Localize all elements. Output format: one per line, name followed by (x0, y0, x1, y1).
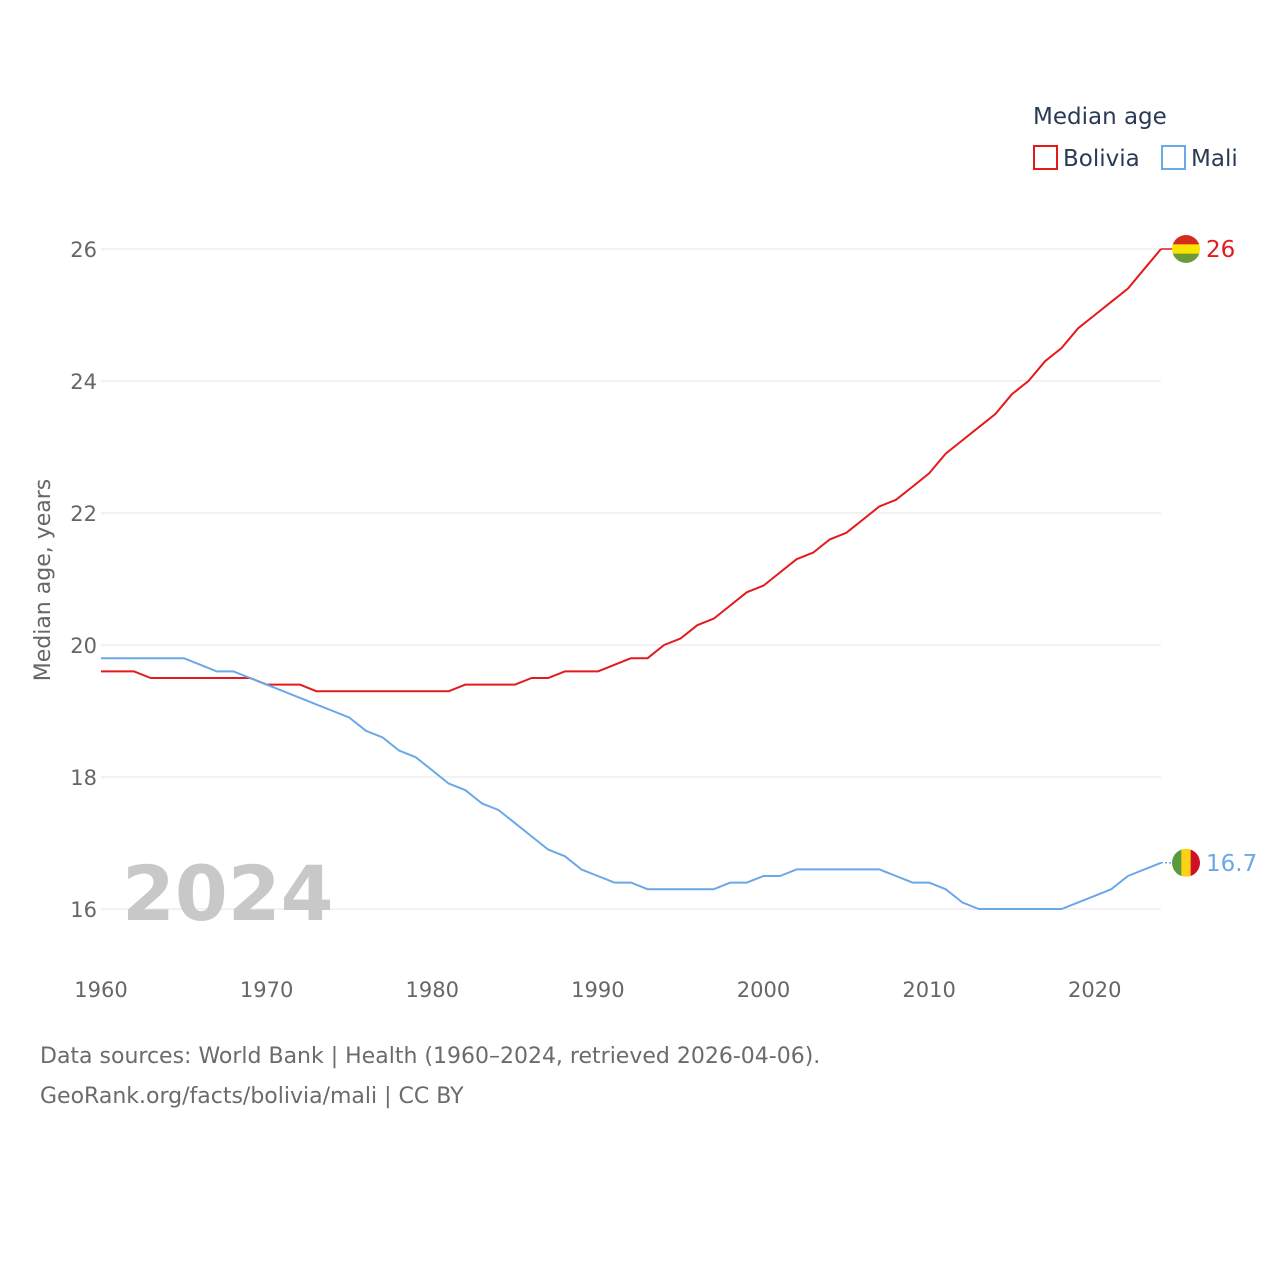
x-axis-ticks: 1960 1970 1980 1990 2000 2010 2020 (74, 978, 1121, 1002)
gridlines (101, 248, 1161, 910)
x-tick-label: 1960 (74, 978, 127, 1002)
source-text: Data sources: World Bank | Health (1960–… (40, 1044, 821, 1069)
legend-label-bolivia[interactable]: Bolivia (1063, 146, 1140, 172)
median-age-chart: 16 18 20 22 24 26 1960 1970 1980 1990 2000 2010 202… (31, 104, 1257, 1002)
series-lines (101, 248, 1162, 910)
x-tick-label: 2000 (737, 978, 790, 1002)
series-line-mali[interactable] (101, 657, 1162, 910)
y-tick-label: 22 (70, 502, 97, 526)
x-tick-label: 1970 (240, 978, 293, 1002)
legend-swatch-mali (1161, 145, 1186, 170)
y-tick-label: 18 (70, 766, 97, 790)
y-axis-label: Median age, years (31, 479, 56, 682)
legend-title: Median age (1033, 104, 1167, 130)
x-tick-label: 1990 (571, 978, 624, 1002)
series-end-markers: 26 16.7 (1161, 235, 1257, 877)
y-axis-ticks: 16 18 20 22 24 26 (70, 238, 97, 922)
x-tick-label: 1980 (406, 978, 459, 1002)
y-tick-label: 26 (70, 238, 97, 262)
source-link[interactable]: GeoRank.org/facts/bolivia/mali | CC BY (40, 1084, 464, 1109)
legend: Median age Bolivia Mali (1033, 104, 1238, 172)
x-tick-label: 2020 (1068, 978, 1121, 1002)
end-value-bolivia: 26 (1206, 237, 1235, 263)
flag-bolivia-icon (1172, 235, 1200, 263)
series-line-bolivia[interactable] (101, 248, 1162, 693)
legend-label-mali[interactable]: Mali (1191, 146, 1238, 172)
y-tick-label: 24 (70, 370, 97, 394)
y-tick-label: 20 (70, 634, 97, 658)
flag-mali-icon (1172, 848, 1200, 877)
current-year-watermark: 2024 (122, 849, 334, 938)
end-value-mali: 16.7 (1206, 851, 1257, 877)
x-tick-label: 2010 (902, 978, 955, 1002)
legend-swatch-bolivia (1033, 145, 1058, 170)
y-tick-label: 16 (70, 898, 97, 922)
